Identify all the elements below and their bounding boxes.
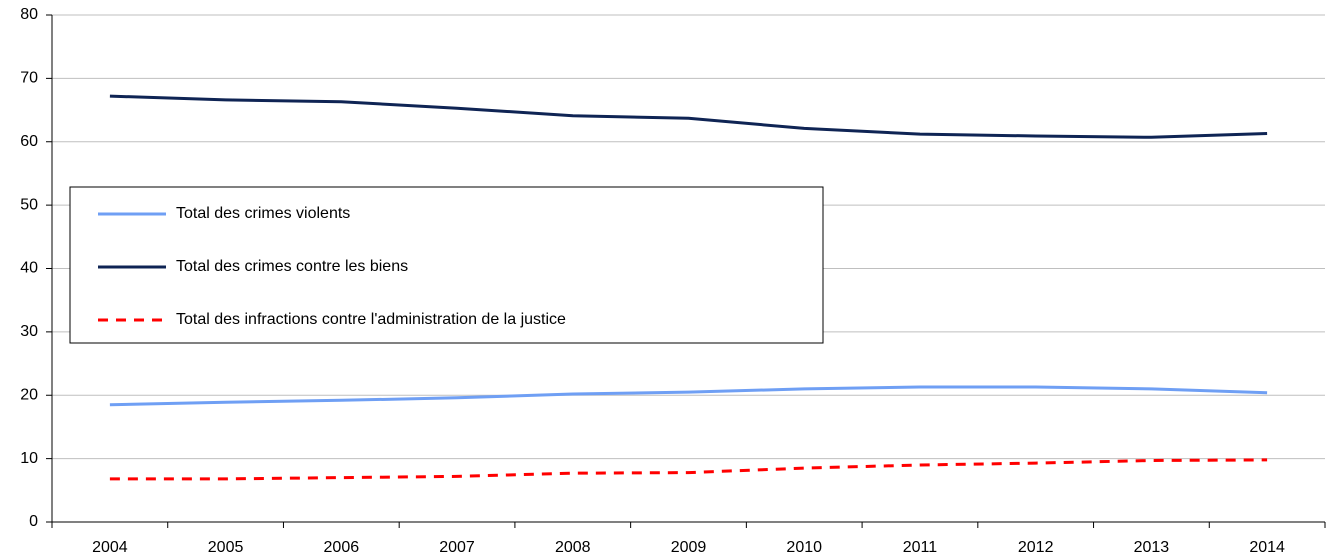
series-line xyxy=(109,385,1268,407)
x-tick-label: 2007 xyxy=(439,539,475,556)
y-tick-label: 80 xyxy=(20,6,38,23)
x-tick-label: 2011 xyxy=(903,539,938,556)
y-tick-label: 60 xyxy=(20,133,38,150)
x-tick-label: 2005 xyxy=(208,539,244,556)
series-line xyxy=(109,458,1268,481)
y-tick-label: 0 xyxy=(29,513,38,530)
x-tick-label: 2013 xyxy=(1134,539,1170,556)
y-tick-label: 10 xyxy=(20,450,38,467)
series-line xyxy=(109,94,1268,139)
legend-label: Total des crimes violents xyxy=(176,205,350,222)
x-tick-label: 2010 xyxy=(786,539,822,556)
legend-label: Total des crimes contre les biens xyxy=(176,258,408,275)
x-tick-label: 2012 xyxy=(1018,539,1054,556)
y-tick-label: 20 xyxy=(20,386,38,403)
y-tick-label: 70 xyxy=(20,70,38,87)
y-tick-label: 40 xyxy=(20,260,38,277)
y-tick-label: 30 xyxy=(20,323,38,340)
x-tick-label: 2004 xyxy=(92,539,128,556)
x-tick-label: 2008 xyxy=(555,539,591,556)
y-tick-label: 50 xyxy=(20,196,38,213)
x-tick-label: 2014 xyxy=(1249,539,1285,556)
x-tick-label: 2006 xyxy=(324,539,360,556)
legend-box xyxy=(69,186,824,344)
legend-label: Total des infractions contre l'administr… xyxy=(176,311,566,328)
x-tick-label: 2009 xyxy=(671,539,707,556)
